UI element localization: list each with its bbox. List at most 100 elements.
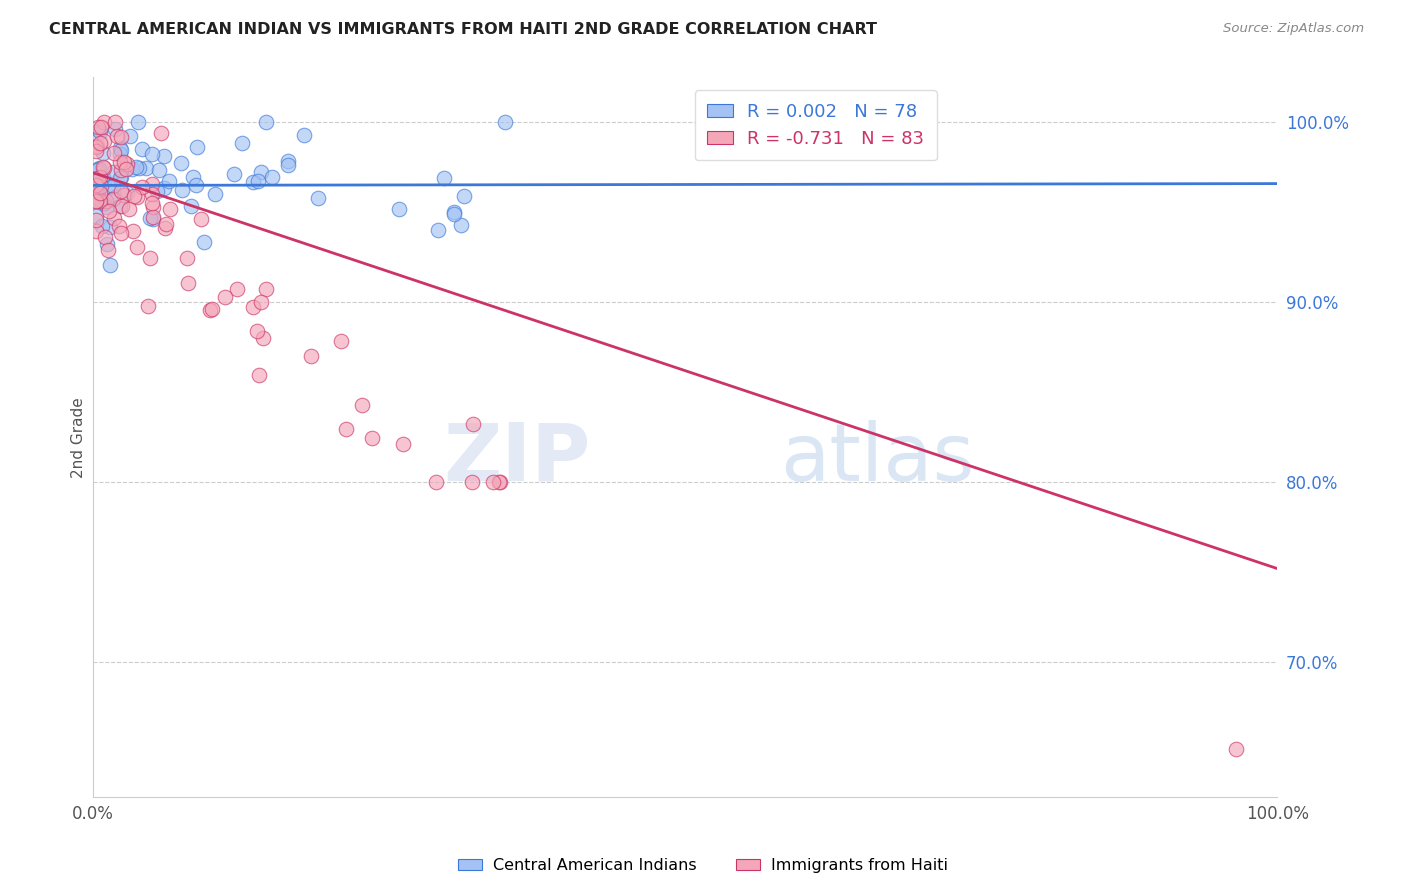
Point <box>177 276 200 290</box>
Y-axis label: 2nd Grade: 2nd Grade <box>72 397 86 478</box>
Point <box>110 170 132 185</box>
Text: atlas: atlas <box>780 420 974 498</box>
Point <box>292 128 315 142</box>
Point <box>155 217 177 231</box>
Point <box>131 142 153 156</box>
Point <box>98 220 121 235</box>
Point <box>98 258 121 272</box>
Point <box>118 129 141 144</box>
Point <box>108 171 131 186</box>
Point <box>86 139 108 153</box>
Point <box>242 175 264 189</box>
Point <box>488 475 510 490</box>
Point <box>193 235 215 249</box>
Point <box>93 134 115 148</box>
Point <box>84 140 107 154</box>
Point <box>225 282 247 296</box>
Point <box>103 164 125 178</box>
Text: ZIP: ZIP <box>443 420 591 498</box>
Point <box>93 161 115 176</box>
Point <box>103 211 125 226</box>
Point <box>148 163 170 178</box>
Point <box>198 303 221 318</box>
Point <box>277 158 299 172</box>
Point <box>361 431 384 445</box>
Point <box>307 191 329 205</box>
Point <box>176 251 198 265</box>
Point <box>149 126 172 140</box>
Point <box>141 186 163 201</box>
Point <box>153 148 176 162</box>
Point <box>246 174 269 188</box>
Point <box>104 115 127 129</box>
Point <box>335 422 357 436</box>
Point <box>84 184 107 198</box>
Point <box>1225 741 1247 756</box>
Point <box>299 349 322 363</box>
Point <box>124 189 146 203</box>
Point <box>141 177 163 191</box>
Point <box>461 417 484 431</box>
Point <box>481 475 503 490</box>
Point <box>262 169 284 184</box>
Point <box>201 302 224 317</box>
Point <box>142 211 165 225</box>
Point <box>136 299 159 313</box>
Point <box>329 334 352 348</box>
Point <box>388 202 411 217</box>
Point <box>142 211 165 226</box>
Legend: Central American Indians, Immigrants from Haiti: Central American Indians, Immigrants fro… <box>451 852 955 880</box>
Point <box>89 194 111 208</box>
Point <box>391 437 413 451</box>
Point <box>112 154 135 169</box>
Point <box>101 179 124 194</box>
Point <box>242 300 264 314</box>
Point <box>246 324 269 338</box>
Point <box>121 224 143 238</box>
Point <box>450 219 472 233</box>
Point <box>277 153 299 168</box>
Text: CENTRAL AMERICAN INDIAN VS IMMIGRANTS FROM HAITI 2ND GRADE CORRELATION CHART: CENTRAL AMERICAN INDIAN VS IMMIGRANTS FR… <box>49 22 877 37</box>
Point <box>128 161 150 176</box>
Point <box>94 194 117 208</box>
Point <box>254 282 277 296</box>
Point <box>104 122 127 136</box>
Point <box>184 178 207 193</box>
Point <box>90 179 112 194</box>
Point <box>252 331 274 345</box>
Point <box>87 188 110 202</box>
Point <box>115 157 138 171</box>
Point <box>86 224 108 238</box>
Point <box>87 170 110 185</box>
Point <box>181 169 204 184</box>
Point <box>432 170 454 185</box>
Point <box>141 196 163 211</box>
Point <box>89 194 111 208</box>
Point <box>89 136 111 151</box>
Point <box>84 173 107 187</box>
Point <box>114 162 136 177</box>
Point <box>127 240 149 254</box>
Point <box>84 194 107 209</box>
Point <box>90 120 112 135</box>
Point <box>494 115 516 129</box>
Point <box>142 200 165 214</box>
Point <box>86 163 108 178</box>
Point <box>124 160 146 174</box>
Point <box>231 136 253 150</box>
Point <box>89 186 111 200</box>
Point <box>131 180 153 194</box>
Point <box>453 189 475 203</box>
Point <box>100 180 122 194</box>
Text: Source: ZipAtlas.com: Source: ZipAtlas.com <box>1223 22 1364 36</box>
Point <box>93 160 115 174</box>
Point <box>108 154 131 169</box>
Point <box>89 161 111 176</box>
Point <box>112 188 135 202</box>
Point <box>89 123 111 137</box>
Point <box>84 190 107 204</box>
Point <box>103 190 125 204</box>
Point <box>93 195 115 210</box>
Point <box>170 156 193 170</box>
Point <box>96 200 118 214</box>
